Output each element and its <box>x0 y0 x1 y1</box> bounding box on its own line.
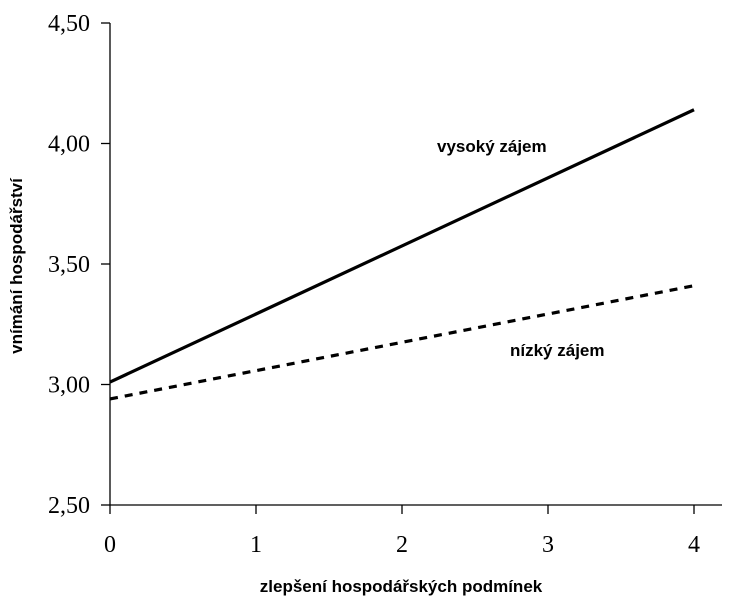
x-axis-title: zlepšení hospodářských podmínek <box>260 577 543 596</box>
y-tick-label: 3,50 <box>48 252 90 278</box>
series-lines <box>109 108 695 401</box>
x-tick-label: 4 <box>688 532 700 558</box>
series-label: nízký zájem <box>510 341 605 360</box>
series-labels: vysoký zájem nízký zájem <box>437 137 605 360</box>
y-axis-title: vnímání hospodářství <box>7 177 26 354</box>
tick-labels: 2,50 3,00 3,50 4,00 4,50 0 1 2 3 4 <box>48 11 700 558</box>
series-line-vysoky-zajem <box>109 108 695 384</box>
series-line-nizky-zajem <box>109 284 695 401</box>
x-tick-label: 1 <box>250 532 262 558</box>
x-tick-label: 3 <box>542 532 554 558</box>
y-tick-label: 4,50 <box>48 11 90 37</box>
x-tick-label: 0 <box>104 532 116 558</box>
x-tick-label: 2 <box>396 532 408 558</box>
y-tick-label: 3,00 <box>48 373 90 399</box>
y-tick-label: 4,00 <box>48 132 90 158</box>
series-label: vysoký zájem <box>437 137 547 156</box>
axes <box>109 23 722 506</box>
y-tick-label: 2,50 <box>48 493 90 519</box>
tick-marks <box>101 22 695 514</box>
